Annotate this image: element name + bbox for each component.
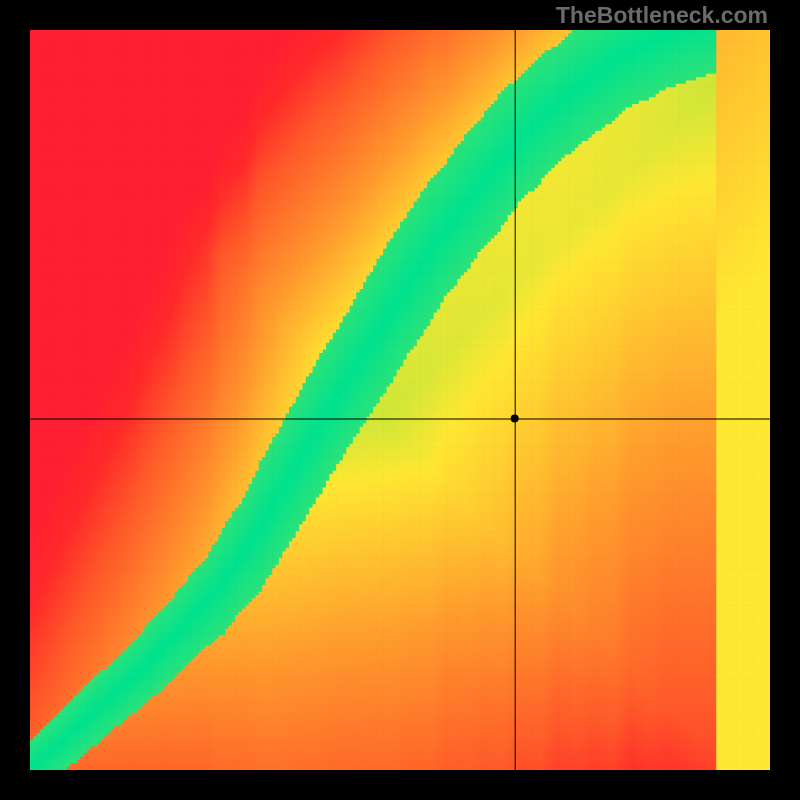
watermark-text: TheBottleneck.com	[556, 2, 768, 29]
bottleneck-heatmap	[30, 30, 770, 770]
chart-container: TheBottleneck.com	[0, 0, 800, 800]
